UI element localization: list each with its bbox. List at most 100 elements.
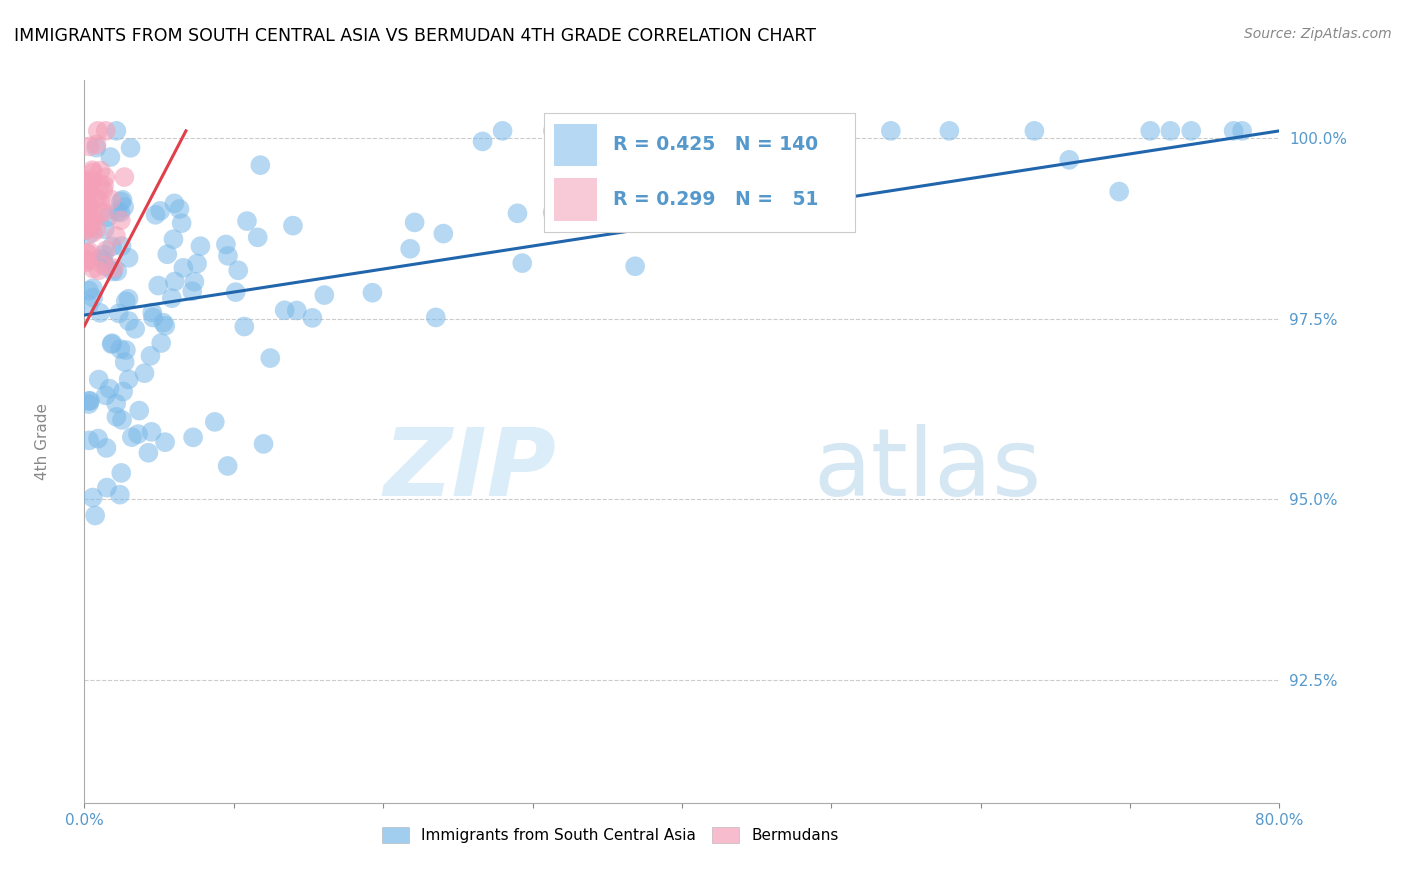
Point bbox=[626, 186, 648, 200]
Point bbox=[226, 263, 249, 277]
Point bbox=[75, 204, 97, 219]
Point bbox=[541, 205, 564, 219]
Text: ZIP: ZIP bbox=[384, 425, 557, 516]
Point bbox=[118, 314, 141, 328]
Point bbox=[75, 190, 97, 204]
Point bbox=[273, 303, 295, 318]
Point bbox=[89, 163, 111, 178]
Point bbox=[170, 216, 193, 230]
Point bbox=[510, 256, 533, 270]
Point bbox=[111, 413, 134, 427]
Point bbox=[217, 249, 239, 263]
Point bbox=[145, 208, 167, 222]
Point bbox=[93, 222, 115, 236]
Point bbox=[79, 139, 101, 153]
Point bbox=[583, 124, 606, 138]
Point bbox=[156, 247, 179, 261]
Point bbox=[77, 397, 100, 411]
Point bbox=[285, 303, 308, 318]
Point bbox=[155, 318, 177, 333]
Point bbox=[233, 319, 256, 334]
Point bbox=[186, 257, 208, 271]
Point bbox=[94, 170, 117, 185]
Point bbox=[281, 219, 304, 233]
Point bbox=[76, 245, 98, 260]
Point bbox=[602, 124, 624, 138]
Point bbox=[93, 247, 115, 261]
Point bbox=[104, 229, 127, 244]
Point bbox=[236, 214, 259, 228]
Point bbox=[101, 264, 124, 278]
Point bbox=[128, 403, 150, 417]
Point bbox=[249, 158, 271, 172]
Point bbox=[111, 193, 134, 207]
Point bbox=[399, 242, 422, 256]
Point bbox=[1230, 124, 1253, 138]
Point bbox=[83, 191, 105, 205]
Point bbox=[91, 183, 114, 197]
Point bbox=[880, 124, 903, 138]
Point bbox=[491, 124, 513, 138]
Point bbox=[103, 261, 125, 276]
Point bbox=[96, 441, 118, 455]
Point bbox=[1057, 153, 1080, 167]
Point bbox=[84, 141, 107, 155]
Point bbox=[82, 165, 104, 179]
Point bbox=[723, 178, 745, 192]
Point bbox=[93, 178, 115, 193]
Point bbox=[100, 150, 122, 164]
Point bbox=[79, 244, 101, 259]
Point bbox=[89, 178, 111, 192]
Point bbox=[259, 351, 281, 365]
Point bbox=[75, 216, 97, 230]
Legend: Immigrants from South Central Asia, Bermudans: Immigrants from South Central Asia, Berm… bbox=[375, 822, 845, 849]
Point bbox=[163, 196, 186, 211]
Point bbox=[76, 223, 98, 237]
Point bbox=[638, 131, 661, 145]
Point bbox=[169, 202, 191, 216]
Point bbox=[82, 163, 104, 178]
Point bbox=[506, 206, 529, 220]
Point bbox=[77, 227, 100, 242]
Point bbox=[97, 210, 120, 224]
Point bbox=[77, 253, 100, 268]
Point bbox=[114, 355, 136, 369]
Point bbox=[83, 211, 105, 226]
Point bbox=[149, 203, 172, 218]
Point bbox=[225, 285, 247, 300]
Point bbox=[148, 278, 170, 293]
Point bbox=[105, 396, 128, 410]
Point bbox=[938, 124, 960, 138]
Point bbox=[82, 291, 104, 305]
Point bbox=[86, 191, 108, 205]
Point bbox=[96, 481, 118, 495]
Point bbox=[142, 310, 165, 325]
Point bbox=[75, 210, 97, 224]
Point bbox=[541, 124, 564, 138]
Point bbox=[79, 393, 101, 408]
Point bbox=[77, 298, 100, 312]
Point bbox=[87, 432, 110, 446]
Point bbox=[190, 239, 212, 253]
Point bbox=[1024, 124, 1046, 138]
Point bbox=[77, 393, 100, 408]
Point bbox=[87, 373, 110, 387]
Point bbox=[89, 194, 111, 208]
Point bbox=[94, 388, 117, 402]
Point bbox=[624, 259, 647, 273]
Point bbox=[77, 434, 100, 448]
Point bbox=[772, 124, 794, 138]
Point bbox=[110, 342, 132, 356]
Point bbox=[77, 202, 100, 216]
Point bbox=[127, 427, 149, 442]
Point bbox=[425, 310, 447, 325]
Point bbox=[107, 204, 129, 219]
Point bbox=[139, 349, 162, 363]
Point bbox=[112, 384, 135, 399]
Point bbox=[634, 205, 657, 219]
Point bbox=[96, 260, 118, 274]
Point bbox=[124, 322, 146, 336]
Point bbox=[301, 310, 323, 325]
Point bbox=[150, 336, 173, 351]
Point bbox=[77, 182, 100, 196]
